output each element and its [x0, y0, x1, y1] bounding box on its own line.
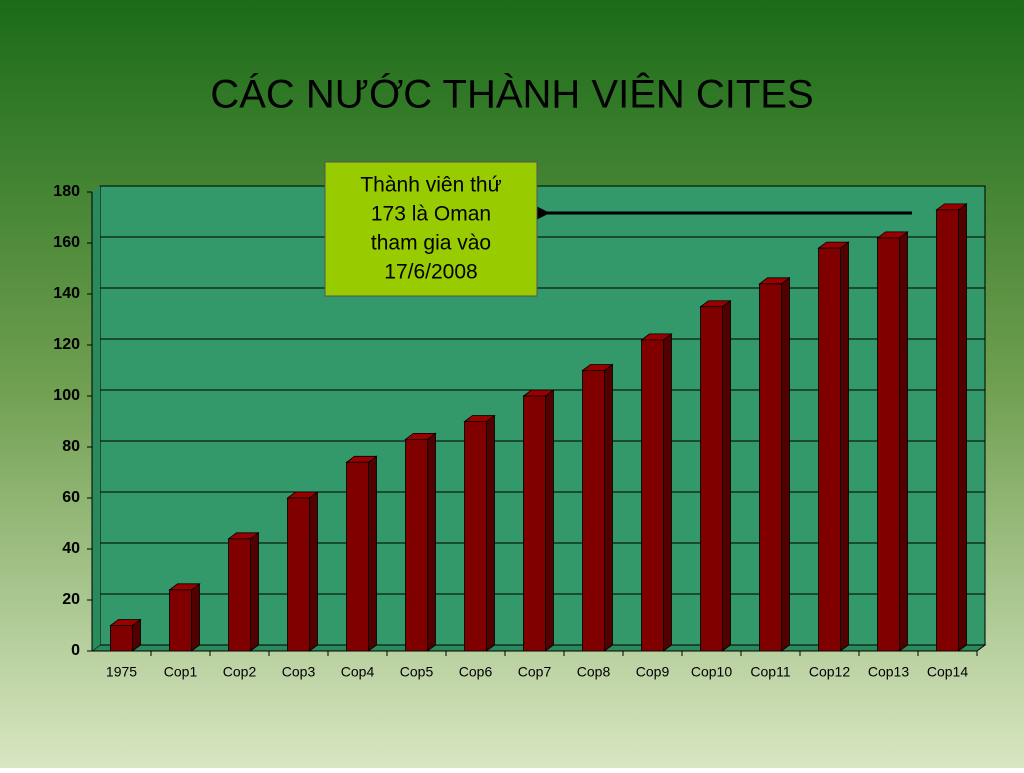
bar-front [759, 283, 782, 652]
annotation-line: 17/6/2008 [384, 261, 477, 284]
annotation-line: tham gia vào [371, 232, 491, 255]
bar [404, 432, 437, 652]
y-tick-label: 80 [62, 438, 80, 455]
bar-side [486, 414, 495, 652]
x-tick-label: Cop13 [868, 664, 909, 680]
bar-front [405, 438, 428, 652]
x-tick-label: Cop12 [809, 664, 850, 680]
y-tick-label: 0 [71, 642, 80, 659]
bar-front [700, 306, 723, 652]
bar-side [781, 277, 790, 652]
bar [699, 299, 732, 652]
y-tick-label: 100 [53, 387, 80, 404]
bar [935, 203, 968, 652]
bar-front [110, 625, 133, 652]
bar-side [840, 241, 849, 652]
bar [168, 583, 201, 652]
plot: 0 20 40 60 80 100 120 140 160 180 1975 Cop1 Cop2 Cop3… [53, 183, 987, 680]
bar [522, 389, 555, 652]
bar [227, 532, 260, 652]
annotation-line: Thành viên thứ [360, 174, 501, 197]
x-tick-label: Cop5 [400, 664, 434, 680]
bar [581, 363, 614, 652]
bar-side [191, 583, 200, 652]
x-tick-label: Cop3 [282, 664, 316, 680]
bar-side [899, 231, 908, 652]
side-wall [92, 186, 100, 651]
bar-front [523, 395, 546, 652]
x-tick-label: Cop11 [750, 664, 790, 680]
y-tick-label: 40 [62, 540, 80, 557]
bar-side [368, 455, 377, 652]
annotation: Thành viên thứ 173 là Oman tham gia vào 17/… [360, 174, 501, 284]
x-tick-label: Cop4 [341, 664, 375, 680]
x-tick-label: Cop6 [459, 664, 493, 680]
bar-front [169, 589, 192, 652]
bar [640, 333, 673, 652]
chart-title: CÁC NƯỚC THÀNH VIÊN CITES [210, 72, 813, 117]
y-tick-label: 180 [53, 183, 80, 200]
bar [109, 618, 142, 652]
bar-front [464, 421, 487, 652]
bar-side [958, 203, 967, 652]
bar-front [818, 247, 841, 652]
bar-side [663, 333, 672, 652]
bar [286, 491, 319, 652]
bar-front [287, 497, 310, 652]
bar [758, 277, 791, 652]
bar-side [427, 432, 436, 652]
x-tick-label: 1975 [106, 664, 137, 680]
y-tick-label: 20 [62, 591, 80, 608]
bar-side [722, 299, 731, 652]
bar-front [346, 461, 369, 652]
bar [345, 455, 378, 652]
bar-front [641, 339, 664, 652]
bar-front [582, 370, 605, 652]
y-tick-label: 60 [62, 489, 80, 506]
x-tick-label: Cop1 [164, 664, 198, 680]
x-tick-label: Cop2 [223, 664, 257, 680]
y-tick-label: 120 [53, 336, 80, 353]
bar-front [228, 538, 251, 652]
x-tick-label: Cop7 [518, 664, 552, 680]
bar [876, 231, 909, 652]
x-tick-label: Cop10 [691, 664, 732, 680]
bar [463, 414, 496, 652]
y-tick-label: 160 [53, 234, 80, 251]
y-tick-label: 140 [53, 285, 80, 302]
bar [817, 241, 850, 652]
x-tick-label: Cop14 [927, 664, 968, 680]
annotation-line: 173 là Oman [371, 203, 491, 226]
bar-front [936, 209, 959, 652]
bar-side [545, 389, 554, 652]
bar-side [309, 491, 318, 652]
bar-front [877, 237, 900, 652]
bar-side [604, 363, 613, 652]
x-tick-label: Cop9 [636, 664, 670, 680]
bar-side [250, 532, 259, 652]
x-tick-label: Cop8 [577, 664, 611, 680]
annotation-box [324, 161, 538, 297]
